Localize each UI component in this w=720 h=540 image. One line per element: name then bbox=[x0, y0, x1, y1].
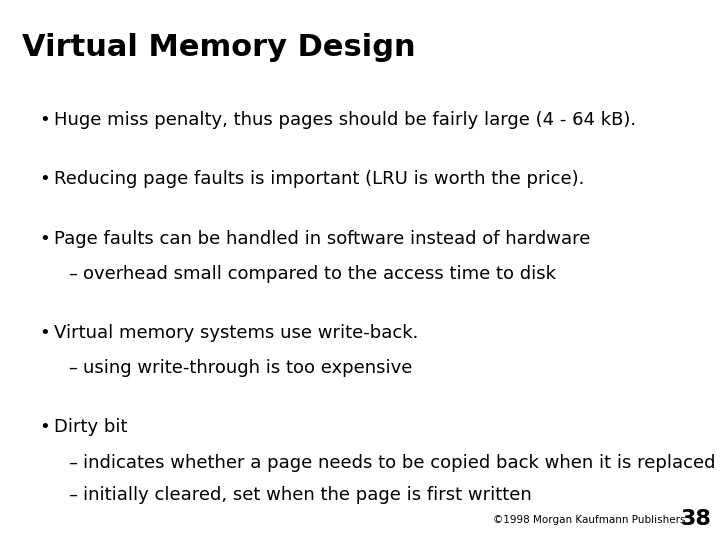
Text: 38: 38 bbox=[680, 509, 711, 529]
Text: Virtual memory systems use write-back.: Virtual memory systems use write-back. bbox=[54, 324, 418, 342]
Text: •: • bbox=[40, 324, 50, 342]
Text: indicates whether a page needs to be copied back when it is replaced: indicates whether a page needs to be cop… bbox=[83, 454, 715, 471]
Text: •: • bbox=[40, 418, 50, 436]
Text: Page faults can be handled in software instead of hardware: Page faults can be handled in software i… bbox=[54, 230, 590, 247]
Text: using write-through is too expensive: using write-through is too expensive bbox=[83, 359, 412, 377]
Text: Huge miss penalty, thus pages should be fairly large (4 - 64 kB).: Huge miss penalty, thus pages should be … bbox=[54, 111, 636, 129]
Text: Dirty bit: Dirty bit bbox=[54, 418, 127, 436]
Text: Virtual Memory Design: Virtual Memory Design bbox=[22, 33, 415, 63]
Text: ©1998 Morgan Kaufmann Publishers: ©1998 Morgan Kaufmann Publishers bbox=[493, 515, 685, 525]
Text: •: • bbox=[40, 170, 50, 188]
Text: overhead small compared to the access time to disk: overhead small compared to the access ti… bbox=[83, 265, 556, 282]
Text: •: • bbox=[40, 111, 50, 129]
Text: –: – bbox=[68, 359, 78, 377]
Text: –: – bbox=[68, 454, 78, 471]
Text: Reducing page faults is important (LRU is worth the price).: Reducing page faults is important (LRU i… bbox=[54, 170, 585, 188]
Text: initially cleared, set when the page is first written: initially cleared, set when the page is … bbox=[83, 486, 531, 504]
Text: –: – bbox=[68, 265, 78, 282]
Text: •: • bbox=[40, 230, 50, 247]
Text: –: – bbox=[68, 486, 78, 504]
